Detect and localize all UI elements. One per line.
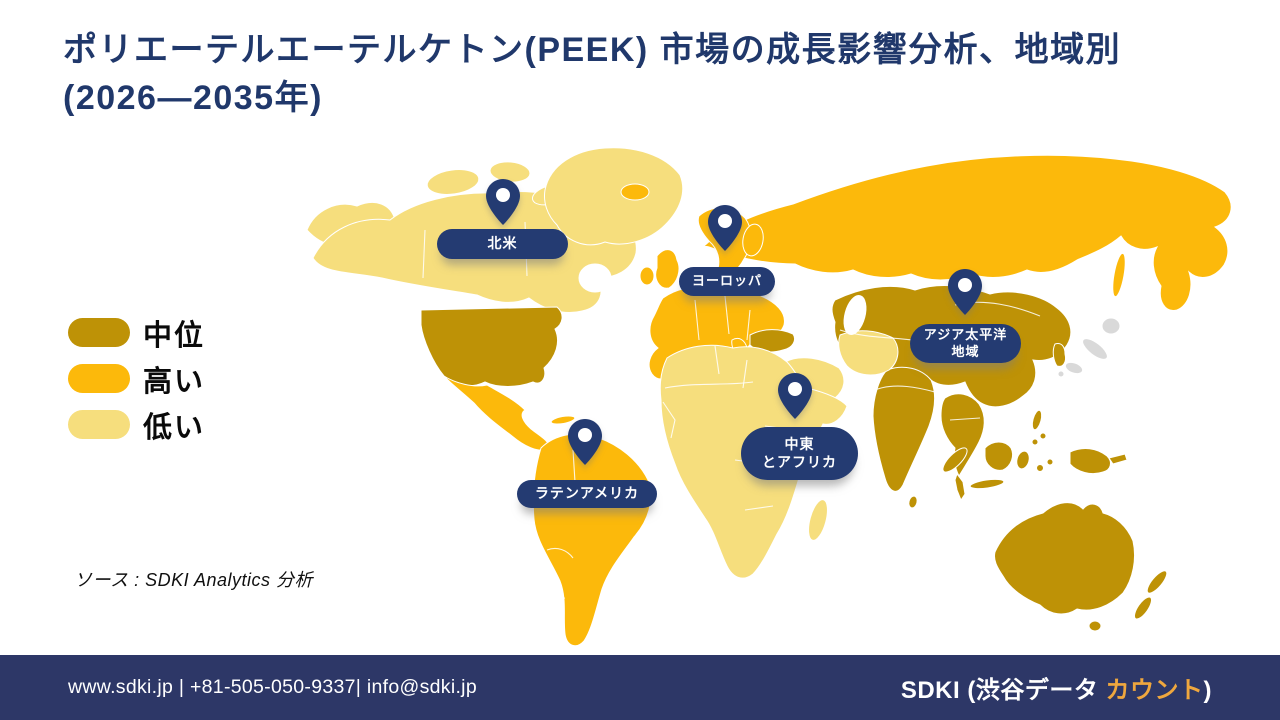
page-title-line2: (2026—2035年) (63, 79, 323, 118)
region-label-text: ヨーロッパ (691, 273, 762, 289)
region-label-europe: ヨーロッパ (679, 267, 775, 296)
page-title: ポリエーテルエーテルケトン(PEEK) 市場の成長影響分析、地域別 (2026—… (63, 26, 1228, 123)
region-label-text: 北米 (487, 235, 518, 252)
region-shape-usa (420, 306, 563, 387)
legend-swatch-high (68, 364, 130, 393)
region-label-text: 中東 (784, 436, 815, 452)
caspian-sea-shape (843, 295, 867, 335)
region-label-text: アジア太平洋 (923, 327, 1008, 343)
footer-brand-accent: カウント (1105, 677, 1204, 704)
footer-contact[interactable]: www.sdki.jp | +81-505-050-9337| info@sdk… (68, 676, 477, 698)
source-note: ソース : SDKI Analytics 分析 (74, 570, 313, 590)
legend-item-high: 高い (68, 364, 205, 398)
region-shape-russia (699, 154, 1232, 311)
map-pin-icon-latin-america (568, 419, 602, 465)
region-label-latin-america: ラテンアメリカ (517, 480, 657, 508)
legend-item-low: 低い (68, 410, 205, 444)
legend-item-medium: 中位 (68, 318, 205, 352)
legend-swatch-medium (68, 318, 130, 347)
region-shape-oceania (942, 409, 1168, 632)
region-label-text: ラテンアメリカ (534, 485, 640, 502)
footer-bar: www.sdki.jp | +81-505-050-9337| info@sdk… (0, 655, 1280, 720)
region-shape-canada-greenland (306, 147, 684, 313)
footer-brand-prefix: SDKI (渋谷データ (900, 677, 1106, 704)
footer-brand-logo: SDKI (渋谷データ カウント) (901, 670, 1212, 705)
region-label-text: 地域 (951, 343, 980, 359)
legend-label-high: 高い (143, 365, 206, 398)
region-label-asia-pacific: アジア太平洋 地域 (910, 324, 1021, 363)
region-label-middle-east-africa: 中東 とアフリカ (741, 427, 858, 480)
region-label-north-america: 北米 (437, 229, 568, 259)
legend: 中位 高い 低い (68, 318, 205, 456)
world-map (306, 147, 1232, 647)
map-pin-icon-asia-pacific (948, 269, 982, 315)
region-shape-japan (1057, 317, 1121, 378)
legend-swatch-low (68, 410, 130, 439)
page-title-line1: ポリエーテルエーテルケトン(PEEK) 市場の成長影響分析、地域別 (63, 31, 1122, 69)
legend-label-low: 低い (143, 411, 206, 444)
legend-label-medium: 中位 (143, 319, 206, 352)
region-label-text: とアフリカ (762, 453, 837, 470)
map-pin-icon-north-america (486, 179, 520, 225)
footer-brand-suffix: ) (1203, 677, 1212, 704)
map-pin-icon-middle-east-africa (778, 373, 812, 419)
map-pin-icon-europe (708, 205, 742, 251)
